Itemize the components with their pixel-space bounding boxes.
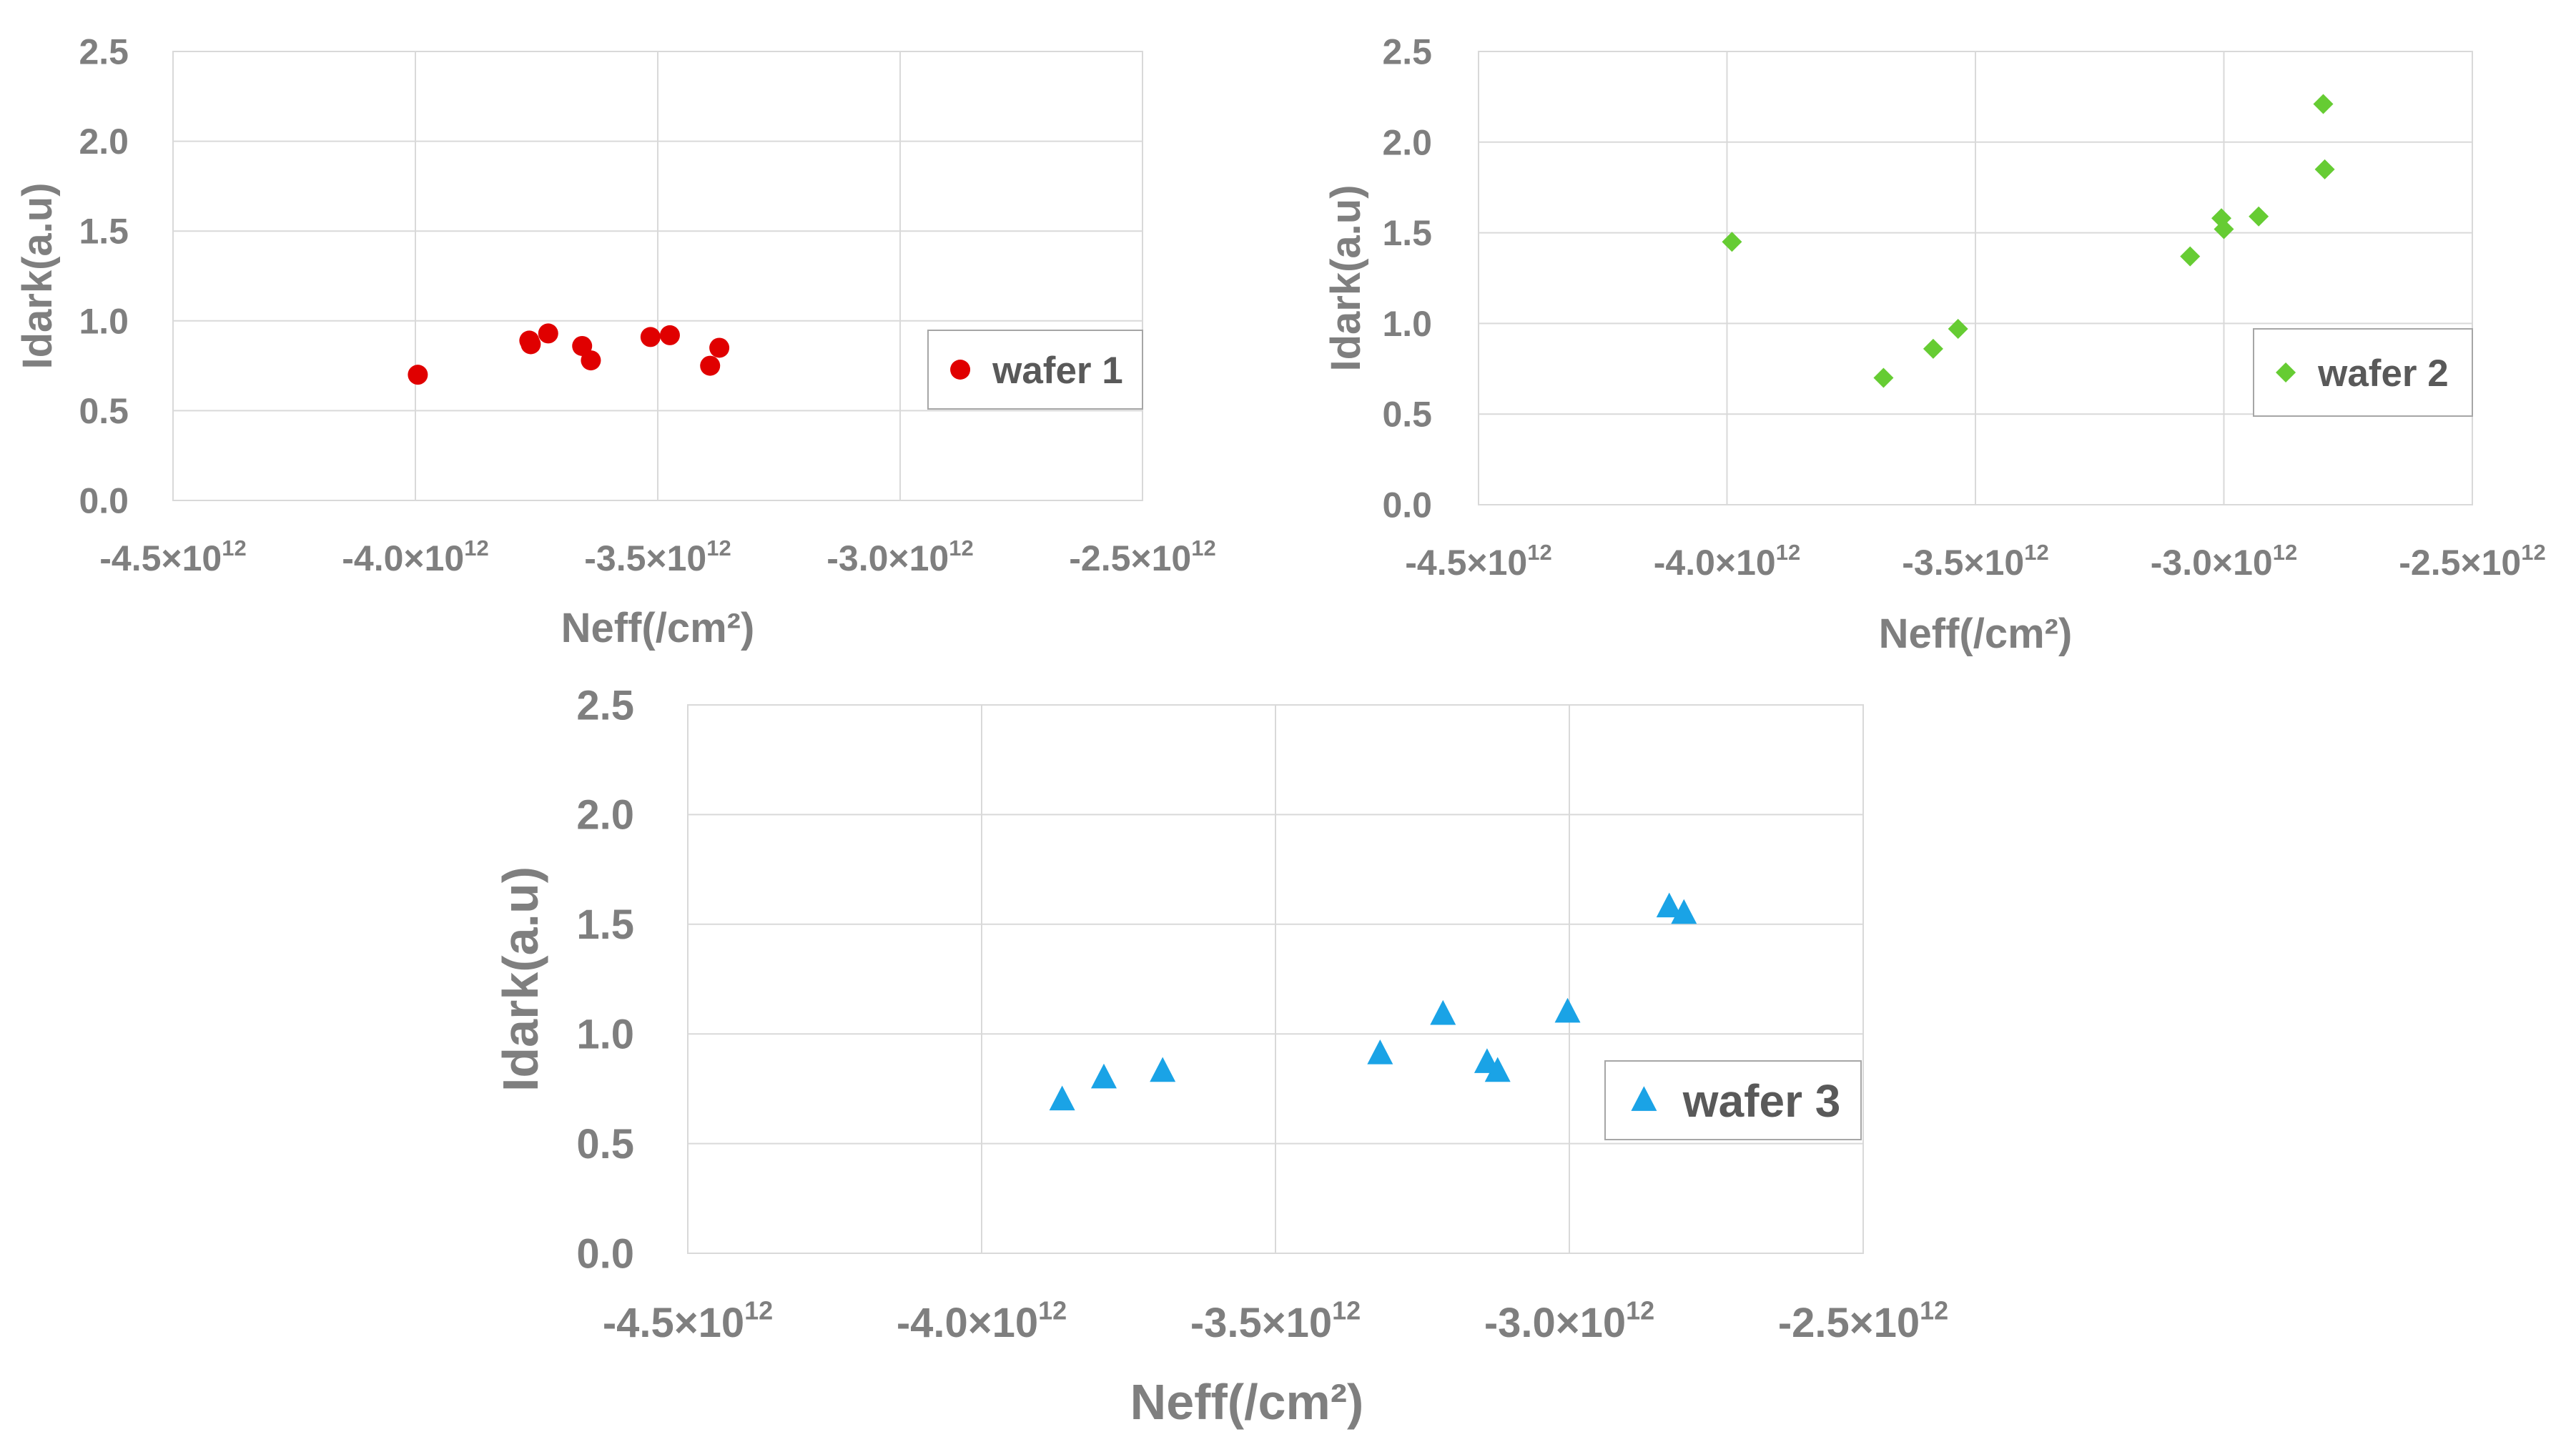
y-tick-label: 2.5 xyxy=(1382,32,1432,72)
y-tick-label: 1.5 xyxy=(1382,213,1432,253)
data-point xyxy=(1873,367,1894,388)
y-tick-label: 2.0 xyxy=(576,792,634,839)
data-point xyxy=(1430,999,1456,1025)
y-tick-label: 2.5 xyxy=(79,32,129,72)
data-point xyxy=(572,335,593,356)
data-point xyxy=(700,355,721,376)
x-tick-label: -4.5×1012 xyxy=(99,535,246,578)
legend-label: wafer 2 xyxy=(2317,352,2449,395)
y-tick-label: 1.0 xyxy=(79,301,129,341)
legend: wafer 2 xyxy=(2253,328,2473,417)
data-point xyxy=(640,327,661,347)
legend: wafer 3 xyxy=(1604,1060,1862,1140)
legend-label: wafer 3 xyxy=(1682,1075,1841,1127)
scatter-chart-2: 0.0 0.5 1.0 1.5 2.0 2.5 -4.5×1012 -4.0×1012 -3.5… xyxy=(1323,32,2546,658)
data-point xyxy=(520,334,541,355)
data-point xyxy=(538,323,558,344)
series-wafer-1 xyxy=(408,323,730,385)
x-tick-label: -3.0×1012 xyxy=(2151,540,2297,583)
y-tick-label: 2.5 xyxy=(576,682,634,729)
x-tick-label: -4.0×1012 xyxy=(897,1296,1067,1346)
data-point xyxy=(2313,94,2334,114)
x-tick-label: -2.5×1012 xyxy=(1069,535,1215,578)
data-point xyxy=(1656,892,1682,918)
data-point xyxy=(1923,338,1943,359)
legend-marker xyxy=(1631,1086,1657,1111)
x-tick-label: -4.5×1012 xyxy=(1405,540,1551,583)
y-tick-label: 1.5 xyxy=(79,212,129,252)
data-point xyxy=(1554,997,1581,1023)
y-tick-label: 0.5 xyxy=(79,391,129,431)
y-tick-label: 0.0 xyxy=(1382,485,1432,525)
x-tick-label: -3.5×1012 xyxy=(1190,1296,1361,1346)
x-tick-label: -3.0×1012 xyxy=(826,535,973,578)
y-tick-label: 1.0 xyxy=(1382,304,1432,344)
data-point xyxy=(2249,206,2269,227)
data-point xyxy=(1049,1085,1075,1111)
data-point xyxy=(2314,159,2335,179)
data-point xyxy=(1150,1057,1176,1082)
data-point xyxy=(1722,232,1742,252)
x-tick-label: -2.5×1012 xyxy=(2399,540,2545,583)
y-axis-title: Idark(a.u) xyxy=(1323,184,1369,371)
legend: wafer 1 xyxy=(927,330,1143,410)
x-axis-title: Neff(/cm²) xyxy=(1879,611,2073,657)
data-point xyxy=(709,337,730,358)
x-tick-label: -3.5×1012 xyxy=(1902,540,2048,583)
y-tick-label: 0.0 xyxy=(576,1230,634,1277)
legend-marker xyxy=(950,360,971,380)
data-point xyxy=(581,350,601,371)
data-point xyxy=(1484,1057,1511,1082)
data-point xyxy=(2180,246,2201,267)
x-tick-label: -2.5×1012 xyxy=(1778,1296,1948,1346)
scatter-chart-1: 0.0 0.5 1.0 1.5 2.0 2.5 -4.5×1012 -4.0×1012 -3.5… xyxy=(14,32,1216,652)
data-point xyxy=(408,365,428,385)
y-tick-label: 0.5 xyxy=(576,1121,634,1167)
data-point xyxy=(1090,1063,1117,1089)
y-tick-label: 1.0 xyxy=(576,1012,634,1058)
y-tick-label: 2.0 xyxy=(1382,122,1432,162)
data-point xyxy=(1948,319,1968,340)
y-axis-title: Idark(a.u) xyxy=(14,182,61,369)
y-tick-label: 0.0 xyxy=(79,481,129,521)
legend-marker xyxy=(2276,362,2296,382)
data-point xyxy=(1671,899,1697,924)
x-axis-title: Neff(/cm²) xyxy=(561,605,755,651)
x-tick-label: -4.0×1012 xyxy=(342,535,488,578)
x-axis-title: Neff(/cm²) xyxy=(1130,1374,1364,1430)
y-tick-label: 1.5 xyxy=(576,902,634,948)
data-point xyxy=(2214,219,2234,240)
y-tick-label: 2.0 xyxy=(79,122,129,162)
x-tick-label: -4.5×1012 xyxy=(603,1296,773,1346)
y-tick-label: 0.5 xyxy=(1382,395,1432,435)
series-wafer-3 xyxy=(1049,892,1697,1111)
legend-label: wafer 1 xyxy=(992,350,1123,392)
series-wafer-2 xyxy=(1722,94,2335,388)
data-point xyxy=(659,325,680,345)
x-tick-label: -4.0×1012 xyxy=(1654,540,1800,583)
data-point xyxy=(1367,1040,1393,1065)
x-tick-label: -3.5×1012 xyxy=(584,535,731,578)
x-tick-label: -3.0×1012 xyxy=(1484,1296,1654,1346)
scatter-chart-3: 0.0 0.5 1.0 1.5 2.0 2.5 -4.5×1012 -4.0×1012 -3.5… xyxy=(493,682,1948,1430)
y-axis-title: Idark(a.u) xyxy=(493,866,548,1092)
